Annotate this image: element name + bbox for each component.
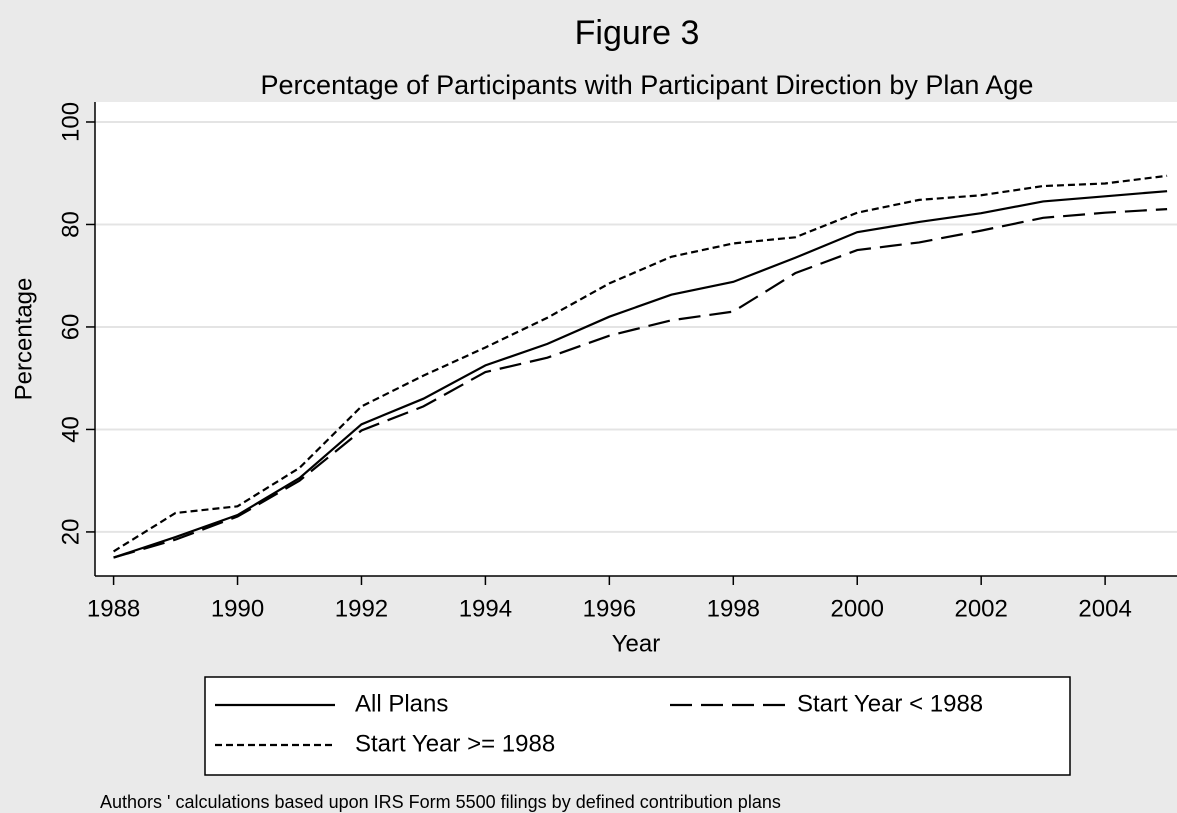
chart-title: Figure 3 (575, 14, 700, 52)
y-axis-label: Percentage (10, 278, 37, 401)
series-line (113, 207, 1168, 559)
y-tick-label: 20 (57, 519, 84, 546)
legend-label: All Plans (355, 690, 448, 717)
x-tick-label: 1992 (335, 595, 388, 622)
x-tick-label: 1996 (583, 595, 636, 622)
y-tick-label: 40 (57, 416, 84, 443)
series-line (113, 190, 1168, 559)
x-tick-label: 2000 (831, 595, 884, 622)
x-tick-label: 1990 (211, 595, 264, 622)
legend-label: Start Year >= 1988 (355, 730, 555, 757)
chart-subtitle: Percentage of Participants with Particip… (261, 70, 1034, 100)
y-tick-label: 60 (57, 314, 84, 341)
legend-box (204, 676, 1071, 776)
x-tick-label: 1994 (459, 595, 512, 622)
x-axis-label: Year (612, 630, 661, 657)
plot-area (95, 102, 1177, 576)
x-tick-label: 1988 (87, 595, 140, 622)
series-line (113, 174, 1168, 553)
y-tick-label: 100 (57, 102, 84, 142)
note: Authors ' calculations based upon IRS Fo… (100, 792, 781, 812)
y-tick-label: 80 (57, 211, 84, 238)
x-tick-label: 2004 (1078, 595, 1131, 622)
x-tick-label: 1998 (707, 595, 760, 622)
x-tick-label: 2002 (954, 595, 1007, 622)
legend-label: Start Year < 1988 (797, 690, 983, 717)
